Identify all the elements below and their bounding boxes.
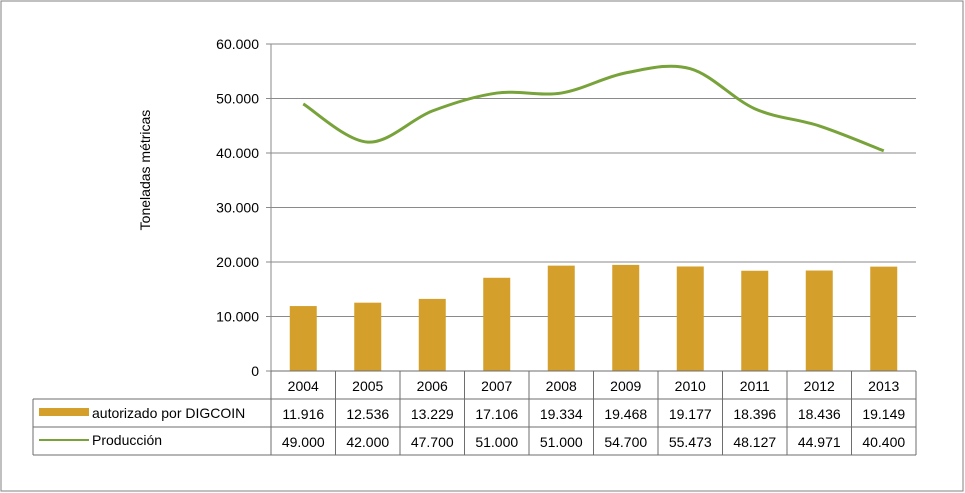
bar [483,277,511,371]
data-label: 13.229 [411,406,454,422]
data-label: 12.536 [346,406,389,422]
bar-series [289,264,898,371]
bar [612,264,640,371]
legend-label-bar: autorizado por DIGCOIN [92,405,245,421]
legend-key-bar [39,408,89,416]
data-label: 55.473 [669,434,712,450]
category-label: 2010 [675,378,706,394]
category-label: 2011 [740,378,770,394]
data-label: 51.000 [475,434,518,450]
legend-label-line: Producción [92,432,162,448]
data-label: 49.000 [282,434,325,450]
category-label: 2008 [546,378,577,394]
y-tick-label: 40.000 [216,145,259,161]
y-tick-label: 60.000 [216,36,259,52]
y-tick-label: 20.000 [216,254,259,270]
data-label: 40.400 [862,434,905,450]
bar [676,266,704,371]
y-axis: 0 10.000 20.000 30.000 40.000 50.000 60.000 [216,36,272,379]
data-label: 54.700 [604,434,647,450]
data-table: 2004 2005 2006 2007 2008 2009 2010 2011 2012 2013… [32,370,917,456]
bar [354,302,382,371]
category-label: 2004 [288,378,319,394]
bar [870,266,898,371]
data-label: 19.177 [669,406,712,422]
category-label: 2005 [352,378,383,394]
y-tick-label: 10.000 [216,309,259,325]
category-label: 2012 [804,378,835,394]
production-line [302,64,885,153]
category-label: 2013 [868,378,899,394]
category-label: 2009 [610,378,641,394]
bar [418,298,446,371]
data-label: 19.149 [862,406,905,422]
data-label: 18.436 [798,406,841,422]
data-label: 51.000 [540,434,583,450]
data-label: 11.916 [282,406,324,422]
data-label: 18.396 [733,406,776,422]
data-label: 47.700 [411,434,454,450]
data-label: 19.334 [540,406,583,422]
category-label: 2006 [417,378,448,394]
data-label: 44.971 [798,434,841,450]
data-label: 42.000 [346,434,389,450]
data-label: 48.127 [733,434,776,450]
line-series [302,64,885,153]
y-tick-label: 30.000 [216,200,259,216]
y-tick-label: 50.000 [216,91,259,107]
y-tick-label: 0 [251,363,259,379]
y-axis-label: Toneladas métricas [137,110,153,231]
data-label: 17.106 [475,406,518,422]
bar [741,270,769,371]
category-label: 2007 [481,378,512,394]
data-label: 19.468 [604,406,647,422]
bar [289,306,317,371]
bar [547,265,575,371]
bar [805,270,833,371]
